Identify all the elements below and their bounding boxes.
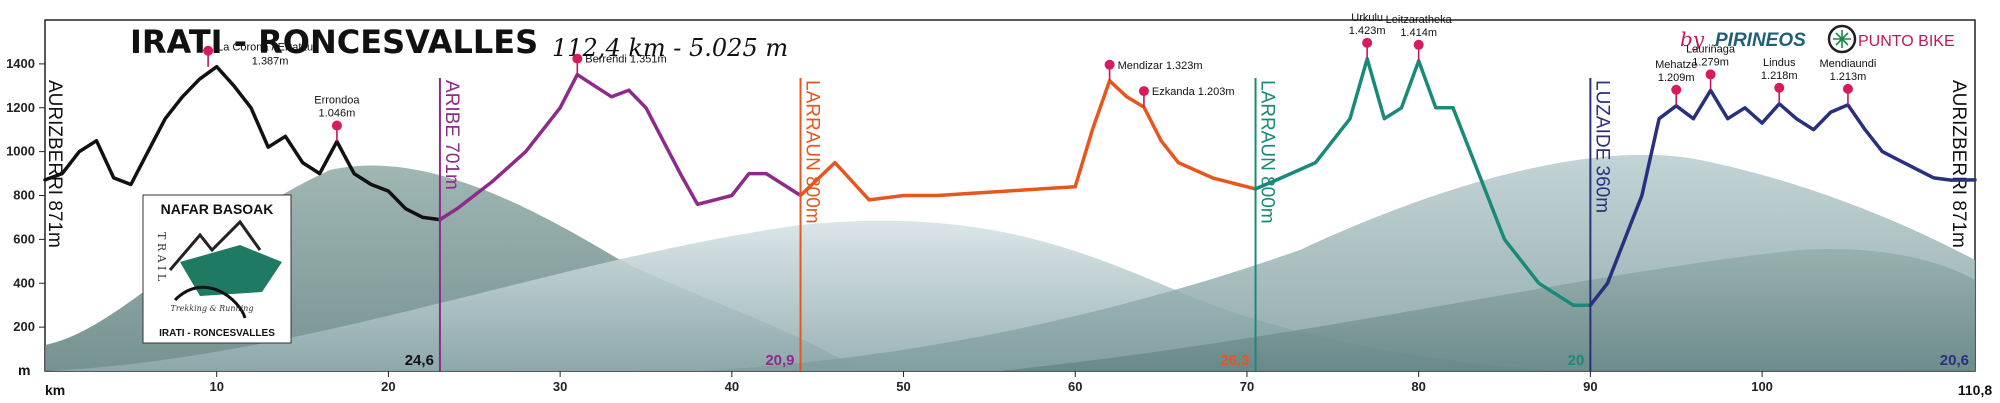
peak-marker-icon <box>1671 84 1682 95</box>
x-tick-label: 30 <box>553 379 567 394</box>
peak-elevation-label: 1.209m <box>1658 72 1695 84</box>
peak-label: Leitzaratheka <box>1386 14 1453 26</box>
x-axis-label: km <box>45 382 65 398</box>
x-tick-label: 60 <box>1068 379 1082 394</box>
y-tick-label: 1000 <box>6 144 35 159</box>
y-tick-label: 400 <box>13 275 35 290</box>
x-tick-label: 80 <box>1411 379 1425 394</box>
waypoint-label: LARRAUN 800m <box>1257 80 1278 224</box>
peak-elevation-label: 1.423m <box>1349 25 1386 37</box>
route-summary: 112,4 km - 5.025 m <box>552 34 788 62</box>
peak-marker-icon <box>1138 86 1149 97</box>
waypoint-label: AURIZBERRI 871m <box>1948 80 1969 248</box>
peak-marker-icon <box>1842 83 1853 94</box>
peak-marker-icon <box>1413 39 1424 50</box>
peak-label: Ezkanda 1.203m <box>1152 86 1235 98</box>
x-tick-label: 50 <box>896 379 910 394</box>
peak-label: Lindus <box>1763 57 1796 69</box>
x-tick-label: 100 <box>1751 379 1773 394</box>
trail-path-icon <box>173 285 247 319</box>
peak-elevation-label: 1.218m <box>1761 70 1798 82</box>
x-end-label: 110,8 <box>1958 382 1992 398</box>
segment-length-label: 24,6 <box>405 352 434 369</box>
x-tick-label: 10 <box>209 379 223 394</box>
brand-name: PIRINEOS <box>1715 30 1806 51</box>
peak-marker-icon <box>203 45 214 56</box>
peak-label: Mendizar 1.323m <box>1118 60 1203 72</box>
peak-elevation-label: 1.279m <box>1692 56 1729 68</box>
logo-trail: T R A I L <box>155 232 168 282</box>
elevation-line <box>438 72 803 222</box>
x-tick-label: 70 <box>1240 379 1254 394</box>
y-tick-label: 600 <box>13 231 35 246</box>
peak-elevation-label: 1.387m <box>252 56 289 68</box>
peak-marker-icon <box>331 120 342 131</box>
peak-label: La Corona / Erratzu <box>217 42 313 54</box>
logo-bottom: IRATI - RONCESVALLES <box>159 328 275 339</box>
waypoint-label: LARRAUN 800m <box>802 80 823 224</box>
segment-length-label: 20 <box>1568 352 1585 369</box>
peak-elevation-label: 1.414m <box>1400 27 1437 39</box>
logo-line1: NAFAR BASOAK <box>161 201 274 217</box>
peak-label: Mehatze <box>1655 59 1697 71</box>
y-axis-label: m <box>18 362 30 378</box>
peak-marker-icon <box>1104 59 1115 70</box>
peak-label: Lauriñaga <box>1686 43 1736 55</box>
y-tick-label: 800 <box>13 188 35 203</box>
peak-label: Errondoa <box>314 95 360 107</box>
peak-elevation-label: 1.213m <box>1830 71 1867 83</box>
peak-label: Urkulu <box>1351 12 1383 24</box>
bike-wheel-spokes <box>1833 30 1851 48</box>
peak-label: Berrendi 1.351m <box>585 54 666 66</box>
y-tick-label: 1200 <box>6 100 35 115</box>
segment-length-label: 26,3 <box>1220 352 1249 369</box>
peak-elevation-label: 1.046m <box>319 108 356 120</box>
peak-marker-icon <box>572 53 583 64</box>
peak-marker-icon <box>1774 82 1785 93</box>
y-tick-label: 1400 <box>6 56 35 71</box>
peak-marker-icon <box>1362 37 1373 48</box>
brand-logo: by PIRINEOS PUNTO BIKE <box>1680 24 1955 54</box>
y-tick-label: 200 <box>13 319 35 334</box>
x-tick-label: 90 <box>1583 379 1597 394</box>
segment-length-label: 20,6 <box>1940 352 1969 369</box>
brand-by: by <box>1680 27 1705 51</box>
waypoint-label: AURIZBERRI 871m <box>44 80 65 248</box>
waypoint-label: LUZAIDE 360m <box>1591 80 1612 213</box>
mountain-icon <box>168 219 262 271</box>
peak-label: Mendiaundi <box>1819 58 1876 70</box>
peak-marker-icon <box>1705 69 1716 80</box>
forest-icon <box>180 245 282 296</box>
bike-wheel-icon <box>1827 24 1857 54</box>
x-tick-label: 20 <box>381 379 395 394</box>
elevation-line <box>1253 57 1593 307</box>
brand-suffix: PUNTO BIKE <box>1858 33 1955 50</box>
waypoint-label: ARIBE 701m <box>441 80 462 190</box>
segment-length-label: 20,9 <box>765 352 794 369</box>
page-title: IRATI - RONCESVALLES <box>130 23 538 61</box>
logo-tagline: Trekking & Running <box>171 304 254 313</box>
elevation-line <box>798 79 1258 202</box>
x-tick-label: 40 <box>725 379 739 394</box>
elevation-line <box>43 64 442 222</box>
trail-logo: NAFAR BASOAK T R A I L Trekking & Runnin… <box>142 194 292 344</box>
